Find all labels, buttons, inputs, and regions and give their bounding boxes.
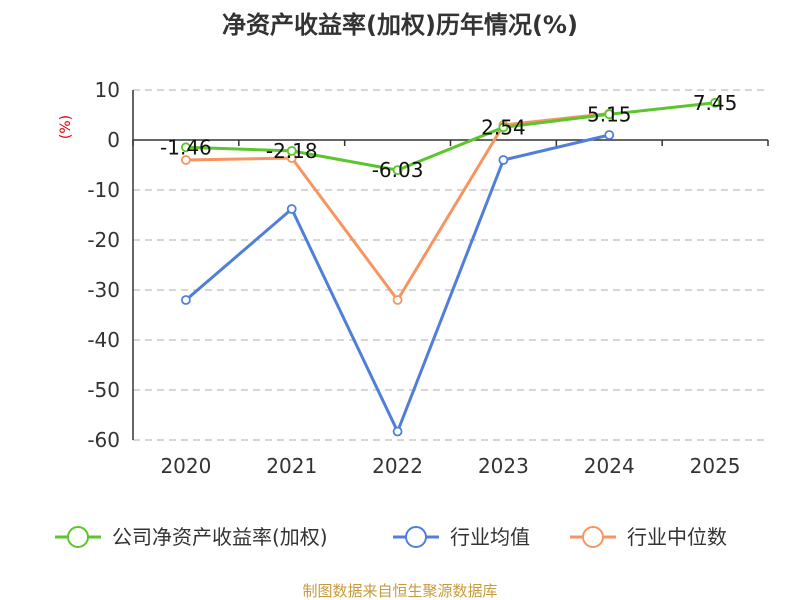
data-point-industry_avg xyxy=(286,204,297,214)
data-point-industry_avg xyxy=(181,295,191,305)
y-tick-label: -10 xyxy=(87,178,120,202)
series-line-industry_median xyxy=(185,112,610,302)
legend-item-industry_avg: 行业均值 xyxy=(393,525,530,549)
data-point-company xyxy=(392,165,403,176)
data-point-industry_avg xyxy=(604,130,615,140)
data-label: 2.54 xyxy=(481,115,526,139)
gridlines xyxy=(133,89,768,441)
data-label: -2.18 xyxy=(266,139,318,163)
series-company xyxy=(181,97,720,176)
legend-marker-icon xyxy=(67,526,89,548)
data-point-industry_median xyxy=(392,295,403,305)
legend-item-company: 公司净资产收益率(加权) xyxy=(55,525,328,549)
x-tick-label: 2022 xyxy=(372,454,423,478)
y-tick-label: -30 xyxy=(87,278,120,302)
source-note: 制图数据来自恒生聚源数据库 xyxy=(302,582,497,600)
data-label: -6.03 xyxy=(372,158,424,182)
legend-label: 行业中位数 xyxy=(627,525,727,549)
legend-marker-icon xyxy=(405,526,427,548)
data-point-company xyxy=(498,122,509,133)
legend-label: 行业均值 xyxy=(450,525,530,549)
series-industry_median xyxy=(181,108,615,305)
legend-item-industry_median: 行业中位数 xyxy=(570,525,727,549)
data-labels: -1.46 -2.18 -6.03 2.54 5.15 7.45 xyxy=(160,91,737,182)
data-point-company xyxy=(181,142,191,153)
data-point-industry_avg xyxy=(498,155,509,165)
legend: 公司净资产收益率(加权) 行业均值 行业中位数 xyxy=(55,525,727,549)
x-tick-label: 2021 xyxy=(266,454,317,478)
series-line-company xyxy=(185,101,716,172)
data-label: 5.15 xyxy=(587,102,632,126)
chart-title: 净资产收益率(加权)历年情况(%) xyxy=(222,11,578,39)
y-tick-label: -60 xyxy=(87,428,120,452)
legend-label: 公司净资产收益率(加权) xyxy=(112,525,328,549)
series-industry_avg xyxy=(181,130,615,437)
data-point-company xyxy=(710,97,720,108)
y-tick-label: -20 xyxy=(87,228,120,252)
y-tick-label: 0 xyxy=(107,128,120,152)
series-layer xyxy=(181,97,720,437)
axes: 10 0 -10 -20 -30 -40 -50 -60 2020 2021 2022 2023 202… xyxy=(87,78,769,478)
data-point-industry_median xyxy=(181,155,191,165)
data-label: 7.45 xyxy=(693,91,738,115)
data-point-company xyxy=(286,145,297,156)
data-label: -1.46 xyxy=(160,135,212,159)
data-point-industry_avg xyxy=(392,426,403,437)
x-tick-label: 2024 xyxy=(584,454,635,478)
y-tick-label: -40 xyxy=(87,328,120,352)
y-unit-label: (%) xyxy=(58,115,74,139)
y-tick-label: 10 xyxy=(95,78,120,102)
y-tick-label: -50 xyxy=(87,378,120,402)
data-point-company xyxy=(604,109,615,120)
x-tick-label: 2025 xyxy=(690,454,741,478)
x-tick-label: 2023 xyxy=(478,454,529,478)
legend-marker-icon xyxy=(582,526,604,548)
x-tick-label: 2020 xyxy=(160,454,211,478)
